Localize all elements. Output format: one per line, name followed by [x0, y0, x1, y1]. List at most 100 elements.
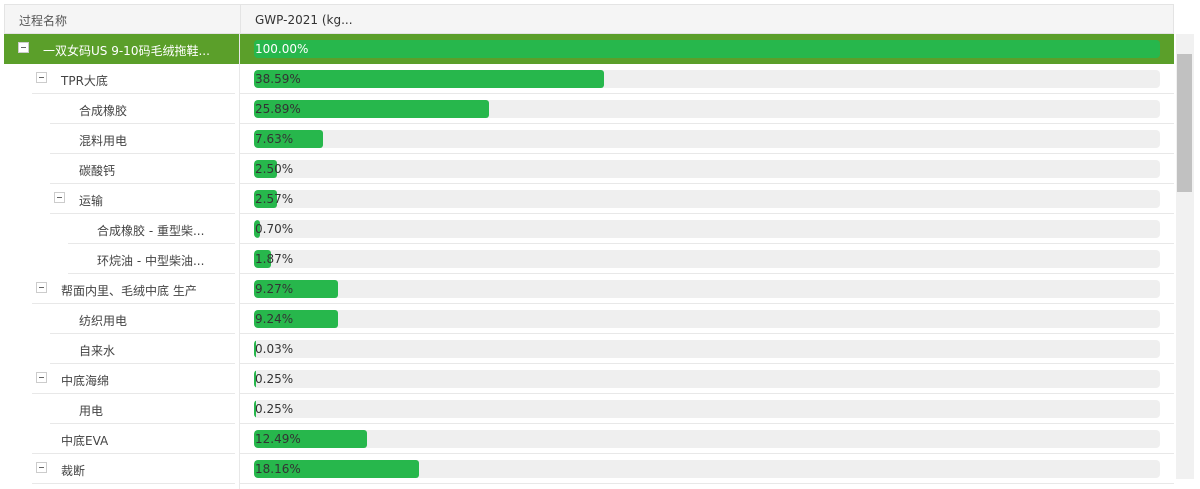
collapse-button[interactable]: [18, 42, 29, 53]
row-divider: [240, 393, 1174, 394]
bar: [254, 130, 324, 148]
row-divider: [240, 153, 1174, 154]
value-label: 38.59%: [255, 72, 301, 86]
tree-row[interactable]: 中底海绵 0.25%: [4, 364, 1174, 394]
bar-track: [254, 160, 1160, 178]
row-name: 用电: [79, 404, 104, 418]
name-column-header[interactable]: 过程名称: [19, 14, 68, 28]
value-label: 0.25%: [255, 402, 294, 416]
row-divider: [50, 153, 235, 154]
row-name: 自来水: [79, 344, 116, 358]
row-divider: [32, 93, 235, 94]
bar-track: [254, 40, 1160, 58]
scroll-thumb[interactable]: [1177, 54, 1192, 192]
bar: [254, 100, 489, 118]
value-label: 7.63%: [255, 132, 294, 146]
row-divider: [50, 333, 235, 334]
row-divider: [68, 273, 235, 274]
bar: [254, 40, 1160, 58]
tree-row[interactable]: 合成橡胶 25.89%: [4, 94, 1174, 124]
bar-track: [254, 190, 1160, 208]
row-divider: [240, 243, 1174, 244]
row-divider: [32, 453, 235, 454]
tree-row[interactable]: 裁断 18.16%: [4, 454, 1174, 484]
scrollbar[interactable]: [1176, 34, 1194, 479]
bar: [254, 70, 604, 88]
row-divider: [240, 453, 1174, 454]
value-label: 0.70%: [255, 222, 294, 236]
tree-row[interactable]: 运输 2.57%: [4, 184, 1174, 214]
row-divider: [240, 93, 1174, 94]
value-label: 9.27%: [255, 282, 294, 296]
row-name: 环烷油 - 中型柴油...: [97, 254, 205, 268]
bar-track: [254, 310, 1160, 328]
tree-row[interactable]: 环烷油 - 中型柴油... 1.87%: [4, 244, 1174, 274]
row-name: 混料用电: [79, 134, 128, 148]
bar: [254, 160, 277, 178]
bar: [254, 250, 271, 268]
tree-row[interactable]: 纺织用电 9.24%: [4, 304, 1174, 334]
tree-row[interactable]: TPR大底 38.59%: [4, 64, 1174, 94]
value-label: 18.16%: [255, 462, 301, 476]
row-name: 裁断: [61, 464, 86, 478]
bar: [254, 430, 368, 448]
tree-row[interactable]: 自来水 0.03%: [4, 334, 1174, 364]
row-name: 碳酸钙: [79, 164, 116, 178]
bar: [254, 370, 257, 388]
row-divider: [50, 363, 235, 364]
value-column-header[interactable]: GWP-2021 (kg...: [255, 13, 353, 27]
table-header: 过程名称 GWP-2021 (kg...: [4, 4, 1174, 34]
row-divider: [50, 213, 235, 214]
collapse-button[interactable]: [54, 192, 65, 203]
tree-row[interactable]: 用电 0.25%: [4, 394, 1174, 424]
bar-track: [254, 130, 1160, 148]
bar: [254, 310, 338, 328]
tree-row[interactable]: 碳酸钙 2.50%: [4, 154, 1174, 184]
row-name: 一双女码US 9-10码毛绒拖鞋...: [43, 44, 210, 58]
value-label: 25.89%: [255, 102, 301, 116]
bar-track: [254, 220, 1160, 238]
collapse-button[interactable]: [36, 372, 47, 383]
row-divider: [240, 213, 1174, 214]
tree-row[interactable]: 合成橡胶 - 重型柴... 0.70%: [4, 214, 1174, 244]
bar-track: [254, 100, 1160, 118]
row-name: 合成橡胶: [79, 104, 128, 118]
row-name: 帮面内里、毛绒中底 生产: [61, 284, 197, 298]
row-divider: [240, 123, 1174, 124]
bar-track: [254, 250, 1160, 268]
collapse-button[interactable]: [36, 282, 47, 293]
value-label: 12.49%: [255, 432, 301, 446]
tree-row[interactable]: 混料用电 7.63%: [4, 124, 1174, 154]
bar-track: [254, 430, 1160, 448]
row-divider: [240, 423, 1174, 424]
bar-track: [254, 70, 1160, 88]
bar-track: [254, 400, 1160, 418]
row-divider: [50, 423, 235, 424]
row-name: 中底EVA: [61, 434, 109, 448]
tree-row[interactable]: 中底EVA 12.49%: [4, 424, 1174, 454]
value-label: 9.24%: [255, 312, 294, 326]
bar-track: [254, 340, 1160, 358]
row-divider: [240, 183, 1174, 184]
row-divider: [240, 483, 1174, 484]
collapse-button[interactable]: [36, 72, 47, 83]
row-name: 纺织用电: [79, 314, 128, 328]
bar: [254, 280, 338, 298]
bar-track: [254, 280, 1160, 298]
tree-row[interactable]: 帮面内里、毛绒中底 生产 9.27%: [4, 274, 1174, 304]
row-divider: [240, 303, 1174, 304]
bar: [254, 400, 257, 418]
bar: [254, 460, 419, 478]
row-divider: [240, 363, 1174, 364]
bar-track: [254, 460, 1160, 478]
bar: [254, 220, 261, 238]
tree-row[interactable]: 一双女码US 9-10码毛绒拖鞋... 100.00%: [4, 34, 1174, 64]
row-divider: [240, 273, 1174, 274]
value-label: 0.03%: [255, 342, 294, 356]
row-divider: [240, 333, 1174, 334]
bar-track: [254, 370, 1160, 388]
row-name: 合成橡胶 - 重型柴...: [97, 224, 205, 238]
value-label: 2.50%: [255, 162, 294, 176]
collapse-button[interactable]: [36, 462, 47, 473]
